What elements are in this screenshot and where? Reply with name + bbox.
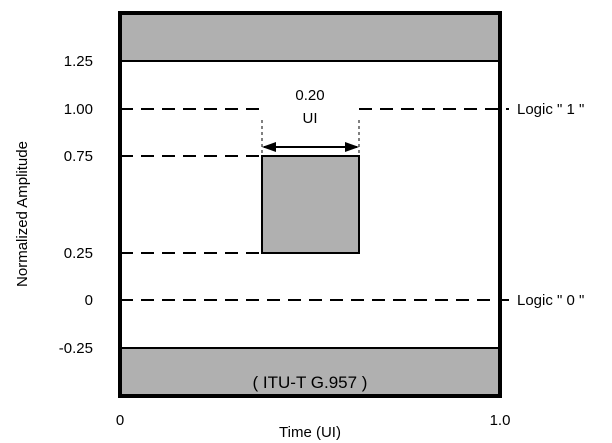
x-tick-0: 0: [116, 412, 124, 429]
y-tick-1-25: 1.25: [64, 53, 93, 70]
width-value-label: 0.20: [295, 87, 324, 104]
reference-lines: [120, 108, 509, 301]
x-tick-1-0: 1.0: [490, 412, 511, 429]
y-tick-0-75: 0.75: [64, 148, 93, 165]
width-unit-label: UI: [303, 110, 318, 127]
standard-caption: ( ITU-T G.957 ): [253, 373, 368, 392]
center-mask-region: [261, 155, 360, 254]
y-tick-neg-0-25: -0.25: [59, 340, 93, 357]
y-tick-0: 0: [85, 292, 93, 309]
logic-one-label: Logic " 1 ": [517, 101, 584, 118]
mask-frame: [118, 11, 502, 398]
y-tick-0-25: 0.25: [64, 245, 93, 262]
y-axis-label: Normalized Amplitude: [14, 141, 31, 287]
y-tick-1-00: 1.00: [64, 101, 93, 118]
lower-mask-region: [120, 348, 500, 396]
x-axis-label: Time (UI): [279, 424, 341, 441]
upper-mask-region: [120, 13, 500, 61]
logic-zero-label: Logic " 0 ": [517, 292, 584, 309]
